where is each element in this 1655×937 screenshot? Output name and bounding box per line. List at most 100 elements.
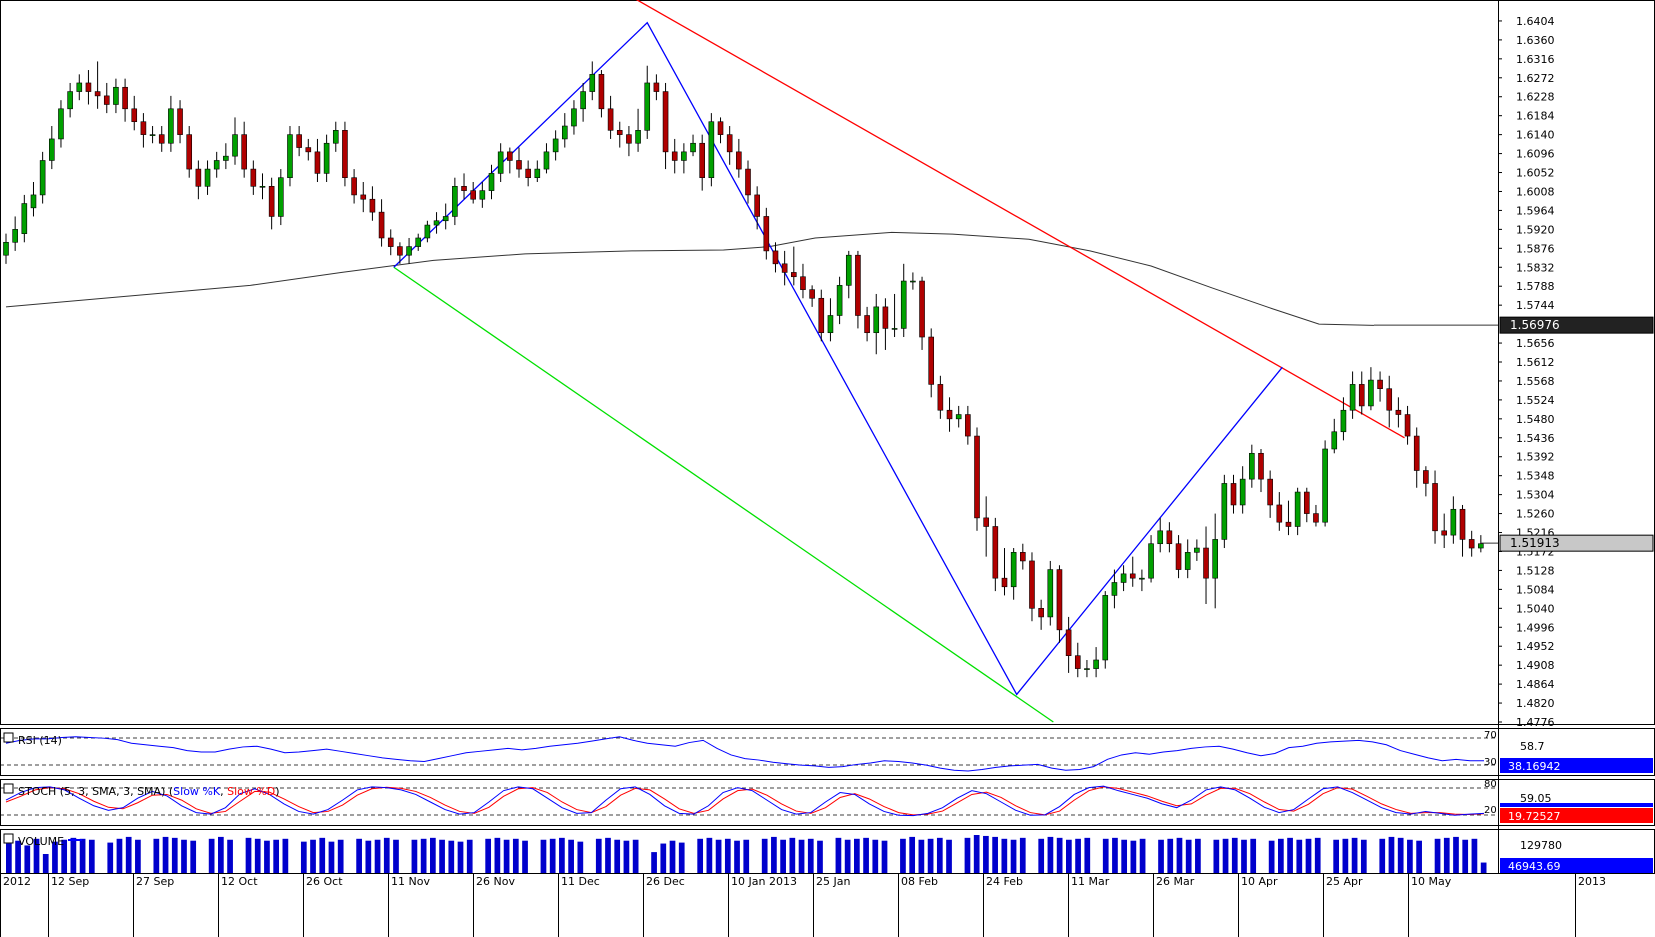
x-tick-label: 25 Apr <box>1326 875 1363 888</box>
volume-bar <box>1314 837 1321 873</box>
candle-body <box>250 168 257 187</box>
volume-bar <box>881 840 888 873</box>
candle-body <box>946 409 953 420</box>
candle-body <box>378 211 385 239</box>
volume-bar <box>614 839 621 873</box>
y-tick-label: 1.4776 <box>1516 716 1555 729</box>
volume-bar <box>1222 838 1229 873</box>
y-tick-label: 1.5832 <box>1516 261 1555 274</box>
stoch-value-label: 19.72527 <box>1508 810 1561 823</box>
candle-body <box>1423 470 1429 484</box>
candle-body <box>113 86 119 105</box>
candle-body <box>607 108 614 131</box>
candle-body <box>497 151 504 174</box>
candle-body <box>1047 569 1054 618</box>
volume-bar <box>245 837 252 873</box>
candle-body <box>1276 504 1283 523</box>
main-price-panel <box>3 0 1498 723</box>
candle-body <box>571 108 577 127</box>
trendline <box>393 21 1283 696</box>
volume-bar <box>595 838 602 873</box>
stoch-axis-label: 59.05 <box>1520 792 1552 805</box>
volume-bar <box>973 835 980 873</box>
volume-bar <box>190 840 197 873</box>
rsi-label: RSI (14) <box>18 734 62 747</box>
candle-body <box>1074 655 1081 669</box>
candle-body <box>278 177 284 217</box>
candle-body <box>452 186 458 217</box>
x-tick-label: 10 Apr <box>1241 875 1278 888</box>
volume-bar <box>761 838 768 873</box>
candle-body <box>1340 409 1347 433</box>
volume-bar <box>1388 836 1395 873</box>
candle-body <box>873 306 880 334</box>
candle-body <box>67 91 73 110</box>
y-tick-label: 1.6360 <box>1516 34 1555 47</box>
volume-bar <box>872 839 879 873</box>
y-tick-label: 1.6008 <box>1516 185 1555 198</box>
candle-body <box>754 194 760 217</box>
volume-bar <box>116 838 123 873</box>
y-tick-label: 1.4908 <box>1516 659 1555 672</box>
volume-bar <box>946 839 952 873</box>
candle-body <box>653 82 660 92</box>
axes-layer: 1.6404 1.6360 1.6316 1.6272 1.6228 1.6184 1.61… <box>0 15 1654 937</box>
candle-body <box>736 151 742 170</box>
stoch-value-box <box>1500 808 1653 823</box>
volume-bar <box>1296 839 1303 873</box>
candle-body <box>195 168 202 187</box>
candle-body <box>1478 543 1484 549</box>
y-tick-label: 1.6272 <box>1516 72 1555 85</box>
candle-body <box>1166 530 1173 545</box>
volume-bar <box>1268 840 1275 873</box>
candle-body <box>351 177 357 196</box>
trendline <box>393 266 1054 723</box>
candle-body <box>461 186 467 191</box>
candle-body <box>763 216 770 252</box>
volume-bar <box>218 836 224 873</box>
candle-body <box>415 237 422 247</box>
candle-body <box>168 108 174 144</box>
y-tick-label: 1.4996 <box>1516 621 1555 634</box>
volume-bar <box>512 838 519 873</box>
volume-bar <box>780 839 786 873</box>
x-tick-label: 11 Dec <box>561 875 600 888</box>
x-tick-label: 24 Feb <box>986 875 1023 888</box>
volume-bar <box>420 838 427 873</box>
volume-bar <box>337 839 344 873</box>
candle-body <box>781 263 788 273</box>
volume-bar <box>1167 838 1174 873</box>
candle-body <box>12 229 18 243</box>
volume-bar <box>1434 838 1441 873</box>
candle-body <box>1459 508 1466 540</box>
candle-body <box>1093 659 1099 669</box>
volume-bar <box>918 839 925 873</box>
trendline <box>635 0 1405 439</box>
volume-bar <box>909 836 916 873</box>
volume-bar <box>1056 837 1063 873</box>
volume-bar <box>135 839 141 873</box>
volume-bar <box>485 838 492 873</box>
candle-body <box>369 198 376 213</box>
candle-body <box>1239 478 1246 506</box>
candle-body <box>836 285 843 316</box>
candle-body <box>1450 508 1457 536</box>
moving-average-line <box>5 231 1374 326</box>
y-tick-label: 1.6184 <box>1516 110 1555 123</box>
y-tick-label: 1.4864 <box>1516 678 1555 691</box>
volume-bar <box>992 836 998 873</box>
volume-bar <box>1287 837 1293 873</box>
candle-body <box>1285 521 1292 527</box>
candle-body <box>690 142 696 153</box>
volume-bar <box>181 839 187 873</box>
candle-body <box>717 121 724 135</box>
candle-body <box>809 289 815 299</box>
candle-body <box>232 134 238 157</box>
volume-bar <box>798 839 805 873</box>
volume-bar <box>789 837 796 873</box>
volume-bar <box>1158 839 1164 873</box>
volume-bar <box>1102 838 1109 873</box>
candle-body <box>241 134 247 170</box>
candle-body <box>479 190 486 200</box>
candle-body <box>919 280 925 338</box>
